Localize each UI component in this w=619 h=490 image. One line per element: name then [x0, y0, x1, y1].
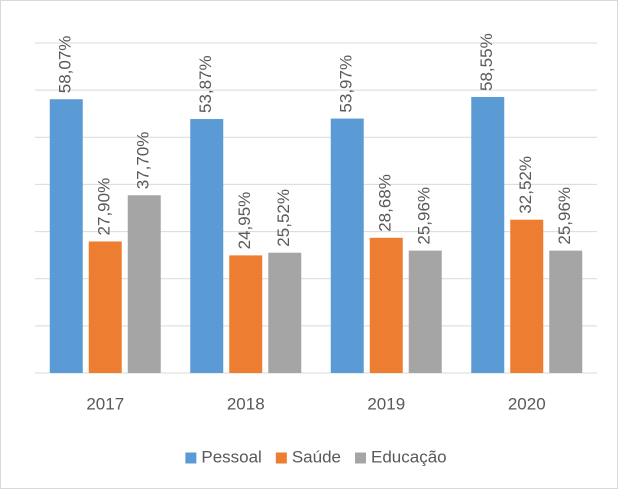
bar [408, 250, 442, 373]
data-label: 53,97% [337, 55, 356, 113]
bar [268, 252, 302, 373]
bar [229, 255, 263, 373]
data-label: 53,87% [196, 55, 215, 113]
bar [190, 119, 224, 373]
legend-swatch [275, 452, 287, 464]
legend-swatch [185, 452, 197, 464]
legend-label: Saúde [292, 447, 341, 466]
bar [471, 96, 505, 373]
bar [88, 241, 122, 373]
bar [330, 118, 364, 373]
x-tick-label: 2020 [508, 394, 546, 413]
bar [549, 250, 583, 373]
bar [369, 237, 403, 373]
bar [127, 195, 161, 373]
data-label: 58,07% [56, 36, 75, 94]
data-label: 32,52% [516, 156, 535, 214]
x-tick-label: 2017 [86, 394, 124, 413]
data-label: 37,70% [134, 132, 153, 190]
x-tick-label: 2018 [227, 394, 265, 413]
legend-label: Pessoal [201, 447, 261, 466]
data-label: 58,55% [477, 33, 496, 91]
data-label: 28,68% [376, 174, 395, 232]
data-label: 25,52% [274, 189, 293, 247]
data-label: 24,95% [235, 192, 254, 250]
legend-swatch [355, 452, 367, 464]
data-label: 25,96% [555, 187, 574, 245]
bar [510, 219, 544, 373]
x-tick-label: 2019 [367, 394, 405, 413]
data-label: 25,96% [415, 187, 434, 245]
data-label: 27,90% [95, 178, 114, 236]
legend-label: Educação [371, 447, 447, 466]
bar [49, 99, 83, 374]
